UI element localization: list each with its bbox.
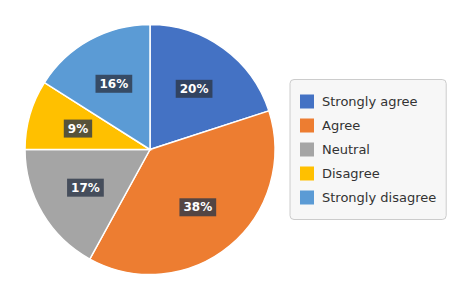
legend-swatch — [300, 191, 314, 205]
legend-swatch — [300, 167, 314, 181]
data-label: 16% — [96, 75, 133, 93]
legend-label: Neutral — [322, 142, 370, 157]
legend-label: Disagree — [322, 166, 380, 181]
pie-slice — [25, 150, 150, 260]
data-label-box — [67, 179, 104, 197]
data-label-box — [179, 198, 216, 216]
chart-svg: 20% 38% 17% 9% 16% Strongly agree Agree Neutral… — [0, 0, 476, 299]
data-label-text: 16% — [100, 77, 129, 91]
data-label: 20% — [176, 80, 213, 98]
legend-swatch — [300, 95, 314, 109]
data-label-box — [64, 120, 92, 138]
legend-swatch — [300, 143, 314, 157]
legend-label: Strongly agree — [322, 94, 418, 109]
data-label: 9% — [64, 120, 92, 138]
legend-frame — [290, 80, 446, 220]
data-label: 38% — [179, 198, 216, 216]
data-labels: 20% 38% 17% 9% 16% — [64, 75, 216, 217]
data-label-box — [96, 75, 133, 93]
slices — [25, 25, 275, 275]
legend-label: Agree — [322, 118, 360, 133]
data-label-text: 20% — [180, 82, 209, 96]
data-label: 17% — [67, 179, 104, 197]
data-label-box — [176, 80, 213, 98]
pie-slice — [44, 25, 150, 150]
legend-swatch — [300, 119, 314, 133]
data-label-text: 17% — [71, 181, 100, 195]
data-label-text: 9% — [68, 122, 88, 136]
legend-label: Strongly disagree — [322, 190, 436, 205]
legend: Strongly agree Agree Neutral Disagree Strong… — [290, 80, 446, 220]
chart-container: 20% 38% 17% 9% 16% Strongly agree Agree Neutral… — [0, 0, 476, 299]
data-label-text: 38% — [183, 200, 212, 214]
